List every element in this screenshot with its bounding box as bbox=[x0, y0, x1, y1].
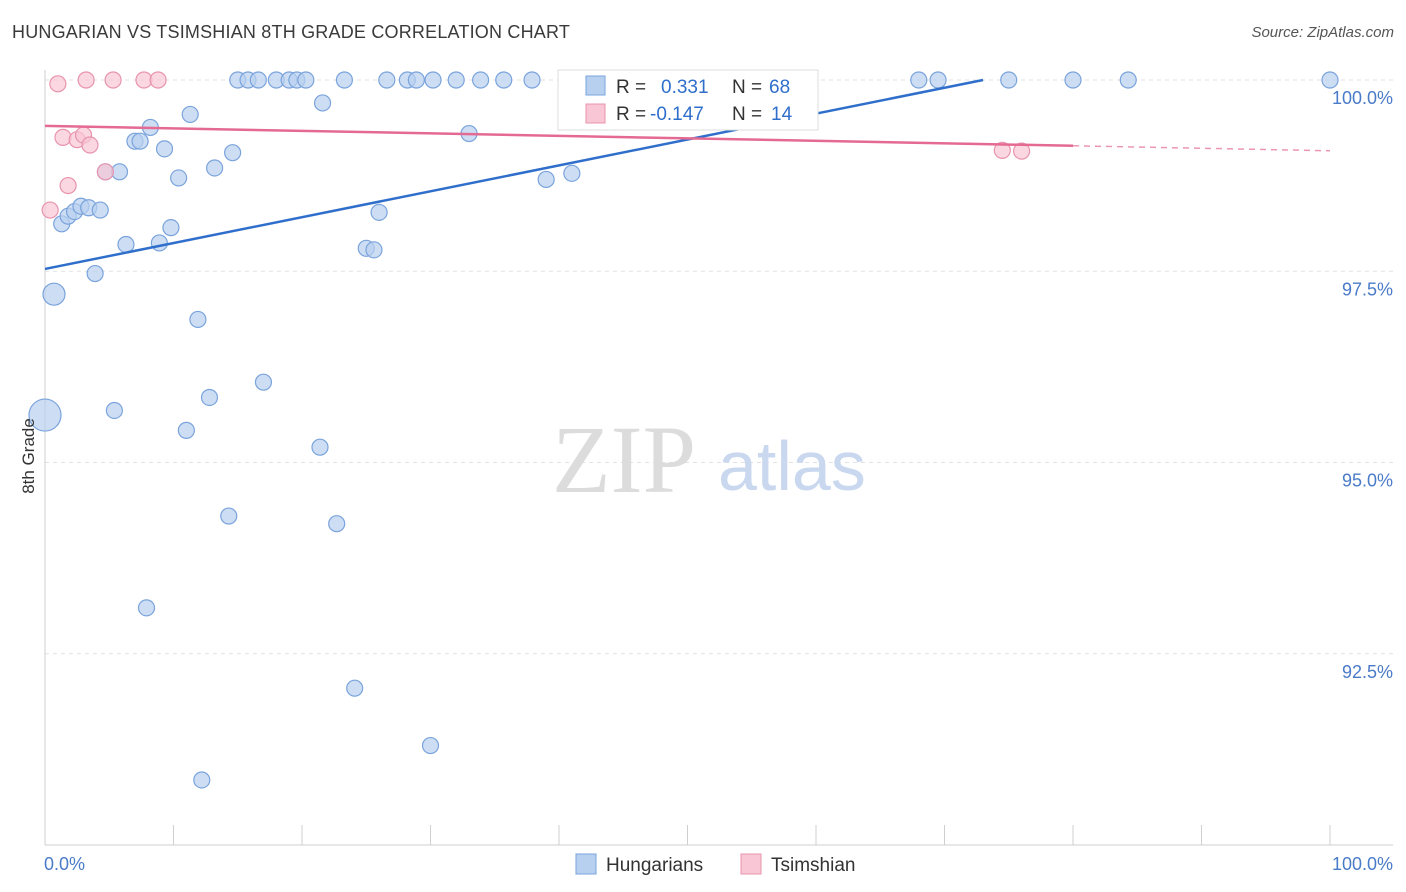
tsimshian-point-12 bbox=[993, 141, 1011, 159]
y-tick-label-2: 95.0% bbox=[1342, 471, 1393, 491]
axes bbox=[44, 70, 1393, 846]
hungarian-point-18 bbox=[170, 169, 188, 187]
tsimshian-point-13 bbox=[1012, 142, 1031, 160]
hungarian-point-1 bbox=[42, 282, 66, 306]
hungarian-point-32 bbox=[346, 679, 364, 697]
hungarian-point-24 bbox=[177, 421, 195, 439]
hungarian-point-37 bbox=[370, 203, 388, 221]
trend-lines bbox=[44, 78, 1331, 271]
x-tick-label-left: 0.0% bbox=[44, 854, 85, 874]
stats-swatch-pink bbox=[585, 103, 606, 124]
hungarian-point-53 bbox=[447, 71, 465, 89]
stats-r-label-2: R = bbox=[616, 104, 646, 125]
hungarian-point-47 bbox=[297, 71, 315, 89]
hungarian-point-17 bbox=[162, 219, 180, 237]
trend-line-pink bbox=[44, 124, 1074, 148]
y-tick-label-1: 97.5% bbox=[1342, 279, 1393, 299]
hungarian-point-55 bbox=[495, 71, 513, 89]
hungarian-point-13 bbox=[131, 132, 149, 150]
hungarian-point-19 bbox=[181, 105, 199, 124]
stats-n-label-1: N = bbox=[732, 77, 762, 98]
hungarian-point-60 bbox=[929, 71, 947, 89]
tsimshian-point-8 bbox=[77, 71, 95, 89]
hungarian-point-51 bbox=[407, 71, 425, 89]
tsimshian-point-1 bbox=[49, 75, 67, 93]
hungarian-point-22 bbox=[224, 144, 242, 162]
hungarian-point-16 bbox=[155, 140, 174, 158]
tsimshian-point-6 bbox=[81, 136, 99, 154]
hungarian-point-33 bbox=[421, 736, 440, 755]
hungarian-point-59 bbox=[910, 71, 928, 89]
tsimshian-point-9 bbox=[104, 71, 122, 89]
watermark: ZIP atlas bbox=[552, 406, 866, 513]
stats-n-value-2: 14 bbox=[771, 104, 793, 125]
hungarian-point-25 bbox=[200, 388, 219, 407]
hungarian-point-64 bbox=[1321, 71, 1339, 89]
tsimshian-point-0 bbox=[41, 201, 59, 219]
hungarian-point-62 bbox=[1064, 71, 1082, 89]
stats-r-value-1: 0.331 bbox=[661, 77, 709, 98]
hungarian-point-26 bbox=[220, 507, 238, 525]
hungarian-point-36 bbox=[365, 241, 383, 259]
hungarian-point-27 bbox=[137, 599, 156, 617]
legend-swatch-tsimshian bbox=[740, 853, 762, 875]
hungarians-points bbox=[28, 71, 1339, 789]
hungarian-point-63 bbox=[1119, 71, 1137, 89]
grid-lines bbox=[45, 79, 1393, 655]
tsimshian-points bbox=[41, 71, 1031, 219]
hungarian-point-30 bbox=[311, 438, 329, 456]
chart-title: HUNGARIAN VS TSIMSHIAN 8TH GRADE CORRELA… bbox=[12, 22, 571, 42]
trend-line-blue bbox=[44, 78, 984, 271]
hungarian-point-52 bbox=[424, 71, 442, 89]
y-tick-label-3: 92.5% bbox=[1342, 662, 1393, 682]
hungarian-point-43 bbox=[249, 71, 267, 89]
legend-label-tsimshian: Tsimshian bbox=[771, 855, 855, 876]
watermark-zip: ZIP bbox=[552, 406, 696, 513]
hungarian-point-49 bbox=[378, 71, 396, 89]
hungarian-point-23 bbox=[105, 401, 123, 420]
tsimshian-point-3 bbox=[59, 176, 77, 195]
legend-swatch-hungarians bbox=[575, 853, 597, 875]
hungarian-point-56 bbox=[523, 71, 541, 89]
y-tick-label-0: 100.0% bbox=[1332, 88, 1393, 108]
stats-box: R = 0.331 N = 68 R = -0.147 N = 14 bbox=[557, 69, 819, 131]
stats-n-value-1: 68 bbox=[769, 77, 790, 98]
hungarian-point-54 bbox=[472, 71, 490, 89]
tsimshian-point-11 bbox=[149, 71, 167, 89]
tsimshian-point-2 bbox=[54, 128, 72, 146]
hungarian-point-0 bbox=[28, 398, 62, 432]
hungarian-point-7 bbox=[91, 201, 109, 219]
chart-source: Source: ZipAtlas.com bbox=[1251, 24, 1394, 41]
hungarian-point-48 bbox=[335, 71, 354, 89]
hungarian-point-61 bbox=[1000, 71, 1018, 89]
legend: Hungarians Tsimshian bbox=[575, 853, 855, 876]
x-tick-label-right: 100.0% bbox=[1332, 854, 1393, 874]
stats-swatch-blue bbox=[585, 75, 606, 96]
hungarian-point-21 bbox=[206, 159, 224, 177]
hungarian-point-11 bbox=[117, 235, 135, 254]
hungarian-point-40 bbox=[563, 164, 581, 182]
hungarian-point-34 bbox=[313, 94, 332, 112]
watermark-atlas: atlas bbox=[718, 427, 866, 505]
y-tick-labels: 100.0% 97.5% 95.0% 92.5% bbox=[1332, 88, 1393, 682]
y-axis-title: 8th Grade bbox=[19, 418, 38, 494]
hungarian-point-29 bbox=[254, 373, 273, 391]
hungarian-point-15 bbox=[150, 234, 168, 252]
hungarian-point-39 bbox=[537, 170, 555, 189]
hungarian-point-31 bbox=[328, 515, 346, 533]
stats-r-label-1: R = bbox=[616, 77, 646, 98]
stats-n-label-2: N = bbox=[732, 104, 762, 125]
hungarian-point-20 bbox=[189, 310, 207, 329]
legend-label-hungarians: Hungarians bbox=[606, 855, 703, 876]
hungarian-point-8 bbox=[86, 264, 104, 283]
trend-line-pink-dashed bbox=[1072, 145, 1331, 152]
stats-r-value-2: -0.147 bbox=[650, 104, 704, 125]
tsimshian-point-7 bbox=[96, 163, 114, 181]
hungarian-point-28 bbox=[193, 771, 211, 789]
